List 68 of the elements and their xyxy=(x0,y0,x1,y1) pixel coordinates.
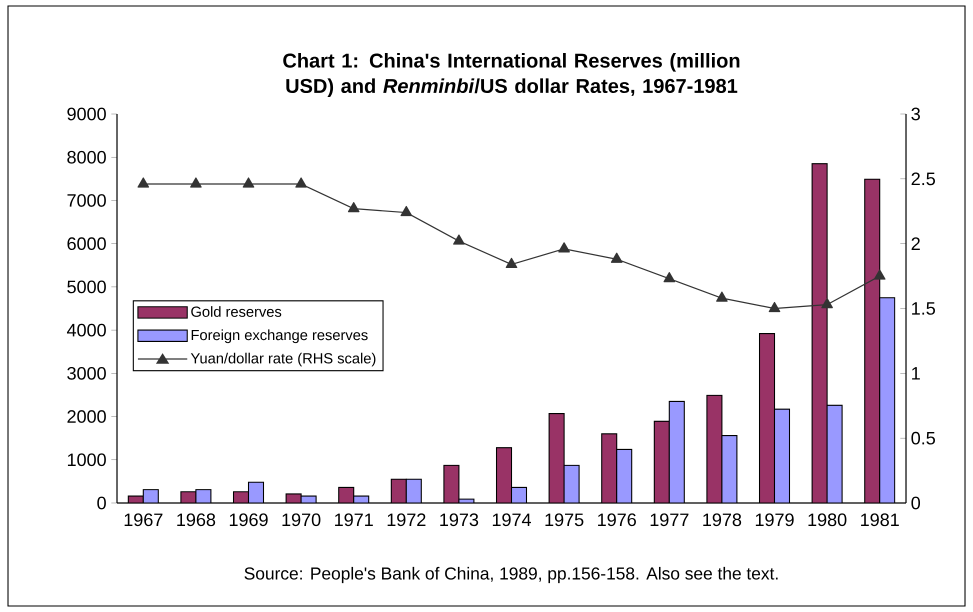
y-tick-label: 5000 xyxy=(67,280,106,294)
x-tick-label: 1977 xyxy=(650,513,688,526)
bar xyxy=(616,448,632,503)
bar xyxy=(864,178,880,503)
y-tick-label: 9000 xyxy=(67,108,106,120)
x-tick-label: 1974 xyxy=(492,513,532,526)
point xyxy=(664,272,676,282)
y-tick-label: 7000 xyxy=(67,194,106,207)
point xyxy=(453,234,465,245)
x-tick-label: 1981 xyxy=(861,513,899,526)
point xyxy=(506,258,518,268)
y-tick-label: 6000 xyxy=(67,237,106,250)
bar xyxy=(812,163,828,503)
legend-label: Yuan/dollar rate (RHS scale) xyxy=(190,352,376,366)
y2-tick-label: 1.5 xyxy=(912,302,935,315)
bar xyxy=(721,435,738,503)
bar xyxy=(601,433,618,503)
bar xyxy=(758,333,776,503)
bar xyxy=(706,394,722,503)
point xyxy=(400,206,412,216)
bar xyxy=(826,404,843,503)
point xyxy=(558,242,570,252)
legend-label: Foreign exchange reserves xyxy=(192,329,368,344)
bar xyxy=(774,408,790,503)
legend-label: Gold reserves xyxy=(191,306,282,317)
bar xyxy=(654,420,670,503)
y-tick-label: 3000 xyxy=(67,366,106,380)
point xyxy=(295,177,307,188)
x-tick-label: 1980 xyxy=(808,513,846,526)
y-tick-label: 2000 xyxy=(67,410,106,423)
point xyxy=(190,177,202,188)
bar xyxy=(443,464,460,503)
bar xyxy=(668,400,685,503)
source-note: Source: People's Bank of China, 1989, pp.156-158. Also see the text. xyxy=(244,566,778,584)
bar xyxy=(879,297,896,503)
x-tick-label: 1967 xyxy=(124,513,162,526)
y2-tick-label: 3 xyxy=(911,108,920,120)
point xyxy=(716,292,728,302)
y2-tick-label: 0 xyxy=(911,496,920,510)
bar xyxy=(496,447,512,503)
point xyxy=(821,298,833,308)
x-tick-label: 1978 xyxy=(703,513,742,526)
bar xyxy=(564,464,580,503)
point xyxy=(348,202,360,212)
x-tick-label: 1975 xyxy=(545,513,584,526)
chart-title: Chart 1: China's International Reserves (million USD) and Renminbi/US dollar Rates, 1967-1981 xyxy=(283,53,740,97)
y-tick-label: 4000 xyxy=(66,324,106,336)
y2-tick-label: 2 xyxy=(912,237,920,250)
point xyxy=(138,177,150,188)
y-tick-label: 8000 xyxy=(67,150,106,164)
x-tick-label: 1968 xyxy=(177,513,216,526)
point xyxy=(768,302,780,312)
y2-tick-label: 0.5 xyxy=(911,432,935,445)
point xyxy=(874,269,886,280)
y2-tick-label: 1 xyxy=(912,367,920,380)
x-tick-label: 1973 xyxy=(440,513,478,526)
y2-tick-label: 2.5 xyxy=(912,172,935,186)
y-tick-label: 1000 xyxy=(68,453,106,466)
point xyxy=(610,252,623,263)
x-tick-label: 1969 xyxy=(230,513,268,526)
x-tick-label: 1970 xyxy=(282,513,320,526)
x-tick-label: 1976 xyxy=(598,513,636,526)
x-tick-label: 1979 xyxy=(756,513,794,526)
y-tick-label: 0 xyxy=(97,496,106,510)
x-tick-label: 1971 xyxy=(335,513,373,526)
x-tick-label: 1972 xyxy=(388,513,426,526)
point xyxy=(242,177,254,188)
bar xyxy=(548,413,565,503)
